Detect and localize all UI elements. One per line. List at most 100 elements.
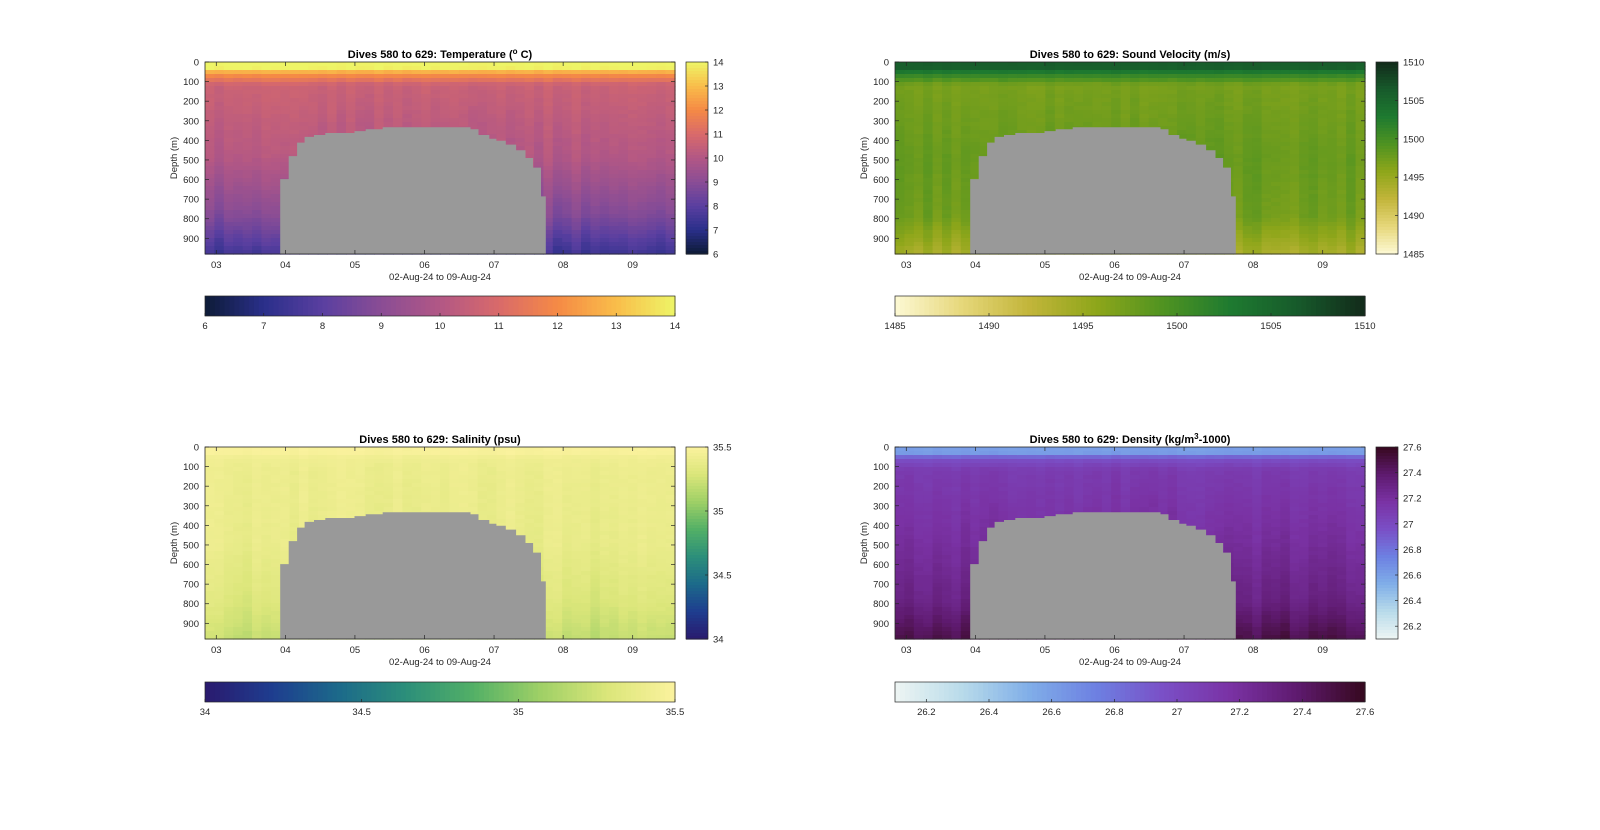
heatmap-cell	[1148, 70, 1159, 75]
heatmap-cell	[1327, 102, 1338, 107]
heatmap-cell	[1167, 118, 1178, 123]
heatmap-cell	[989, 66, 999, 71]
heatmap-cell	[1148, 110, 1159, 115]
heatmap-cell	[1092, 70, 1103, 75]
heatmap-cell	[1195, 94, 1206, 99]
heatmap-cell	[1261, 94, 1272, 99]
heatmap-cell	[1177, 82, 1187, 87]
heatmap-cell	[1271, 130, 1281, 135]
heatmap-cell	[979, 130, 990, 135]
heatmap-cell	[214, 70, 225, 75]
colorbar-segment	[234, 296, 240, 316]
heatmap-cell	[1233, 166, 1244, 171]
heatmap-cell	[1092, 90, 1103, 95]
colorbar-segment	[488, 296, 495, 316]
heatmap-cell	[1327, 74, 1338, 79]
heatmap-cell	[637, 202, 648, 207]
heatmap-cell	[214, 94, 225, 99]
heatmap-cell	[665, 126, 676, 131]
heatmap-cell	[646, 134, 657, 139]
heatmap-cell	[299, 130, 309, 135]
heatmap-cell	[364, 62, 375, 67]
heatmap-cell	[656, 106, 667, 111]
heatmap-cell	[1017, 114, 1028, 119]
heatmap-cell	[261, 62, 272, 67]
heatmap-cell	[355, 122, 366, 127]
heatmap-cell	[364, 106, 375, 111]
heatmap-cell	[1224, 138, 1234, 143]
heatmap-cell	[970, 126, 981, 131]
heatmap-cell	[496, 82, 507, 87]
heatmap-cell	[327, 78, 338, 83]
heatmap-cell	[543, 78, 554, 83]
heatmap-cell	[393, 78, 403, 83]
heatmap-cell	[1261, 242, 1272, 247]
heatmap-cell	[1261, 250, 1272, 255]
heatmap-cell	[1261, 166, 1272, 171]
heatmap-cell	[618, 78, 629, 83]
heatmap-cell	[552, 150, 563, 155]
heatmap-cell	[1205, 90, 1216, 95]
heatmap-cell	[998, 86, 1009, 91]
heatmap-cell	[270, 174, 281, 179]
heatmap-cell	[421, 74, 432, 79]
heatmap-cell	[1224, 158, 1234, 163]
heatmap-cell	[270, 98, 281, 103]
heatmap-cell	[1054, 114, 1065, 119]
heatmap-cell	[1280, 246, 1291, 251]
heatmap-cell	[261, 214, 272, 219]
heatmap-cell	[1308, 226, 1319, 231]
colorbar-segment	[381, 296, 387, 316]
heatmap-cell	[205, 82, 215, 87]
heatmap-cell	[1280, 122, 1291, 127]
heatmap-cell	[571, 70, 582, 75]
heatmap-cell	[524, 110, 535, 115]
x-tick-label: 09	[627, 260, 638, 271]
heatmap-cell	[1167, 86, 1178, 91]
heatmap-cell	[242, 86, 253, 91]
heatmap-cell	[1026, 86, 1037, 91]
heatmap-cell	[989, 86, 999, 91]
heatmap-cell	[1336, 150, 1347, 155]
heatmap-cell	[951, 162, 962, 167]
heatmap-cell	[913, 142, 924, 147]
heatmap-cell	[571, 146, 582, 151]
heatmap-cell	[383, 62, 394, 67]
heatmap-cell	[552, 246, 563, 251]
heatmap-cell	[895, 222, 905, 227]
heatmap-cell	[581, 182, 591, 187]
heatmap-cell	[430, 78, 441, 83]
heatmap-cell	[1308, 170, 1319, 175]
heatmap-cell	[932, 202, 943, 207]
heatmap-cell	[468, 78, 479, 83]
heatmap-cell	[599, 202, 610, 207]
heatmap-cell	[979, 86, 990, 91]
heatmap-cell	[646, 86, 657, 91]
heatmap-cell	[618, 234, 629, 239]
heatmap-cell	[421, 86, 432, 91]
heatmap-cell	[449, 122, 460, 127]
heatmap-cell	[951, 130, 962, 135]
colorbar-segment	[686, 125, 708, 129]
heatmap-cell	[1205, 66, 1216, 71]
colorbar-segment	[606, 296, 612, 316]
heatmap-cell	[1026, 94, 1037, 99]
heatmap-cell	[581, 194, 591, 199]
heatmap-cell	[1308, 218, 1319, 223]
heatmap-cell	[421, 122, 432, 127]
heatmap-cell	[665, 98, 676, 103]
heatmap-cell	[1289, 210, 1300, 215]
heatmap-cell	[1064, 102, 1075, 107]
heatmap-cell	[261, 186, 272, 191]
heatmap-cell	[970, 102, 981, 107]
heatmap-cell	[942, 62, 952, 67]
heatmap-cell	[637, 218, 648, 223]
heatmap-cell	[618, 242, 629, 247]
heatmap-cell	[411, 70, 422, 75]
heatmap-cell	[1280, 126, 1291, 131]
heatmap-cell	[1327, 190, 1338, 195]
heatmap-cell	[1045, 110, 1056, 115]
heatmap-cell	[637, 118, 648, 123]
heatmap-cell	[214, 194, 225, 199]
heatmap-cell	[571, 238, 582, 243]
